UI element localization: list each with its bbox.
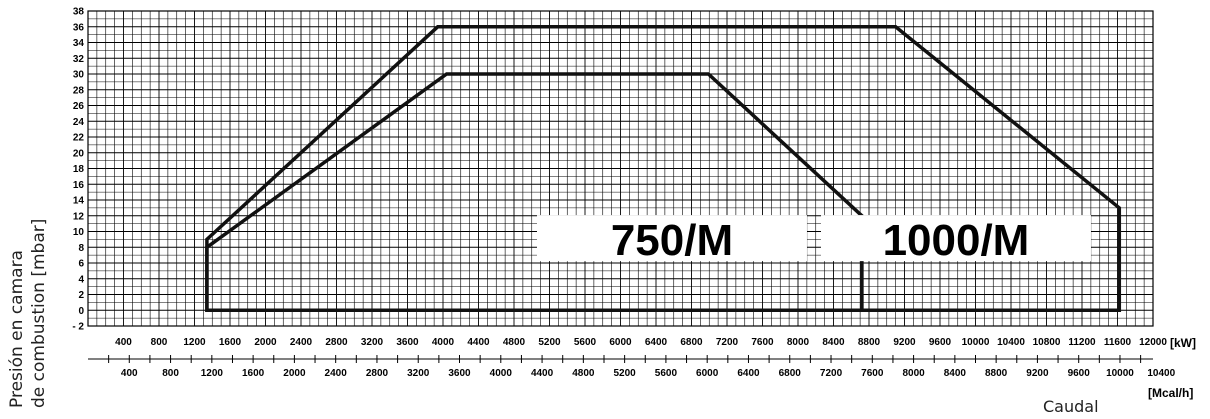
y-tick-label: - 2 [72,322,84,333]
series-layer [205,25,1122,313]
y-axis-label-line2: de combustion [mbar] [29,219,49,408]
series-label-bg [536,215,807,262]
x-tick-label-mcal: 9600 [1068,368,1091,379]
x-tick-label-kw: 11600 [1104,337,1132,348]
x-unit-mcal: [Mcal/h] [1148,386,1193,400]
y-tick-label: 34 [73,38,85,49]
x-tick-label-mcal: 4400 [531,368,554,379]
x-tick-label-kw: 9200 [893,337,916,348]
x-tick-label-mcal: 7600 [861,368,884,379]
y-tick-label: 22 [73,133,85,144]
x-tick-label-mcal: 400 [121,368,138,379]
x-tick-label-kw: 6800 [680,337,703,348]
y-axis-label-line1: Presión en camara [7,250,27,408]
x-tick-label-mcal: 5200 [614,368,637,379]
y-tick-label: 24 [73,117,85,128]
x-tick-label-kw: 3600 [396,337,419,348]
x-tick-label-kw: 6400 [645,337,668,348]
x-unit-kw: [kW] [1170,336,1196,350]
x-tick-label-kw: 9600 [929,337,952,348]
grid [87,10,1154,327]
y-tick-label: 12 [73,211,85,222]
x-tick-label-kw: 3200 [361,337,384,348]
x-tick-label-kw: 4000 [432,337,455,348]
x-tick-label-kw: 2000 [254,337,277,348]
x-tick-label-kw: 7600 [751,337,774,348]
x-tick-label-mcal: 2800 [366,368,389,379]
x-tick-label-kw: 8800 [858,337,881,348]
x-tick-label-mcal: 8000 [902,368,925,379]
y-tick-label: 38 [73,7,85,18]
y-tick-label: 8 [78,243,84,254]
x-tick-label-mcal: 1600 [242,368,265,379]
y-tick-label: 26 [73,101,85,112]
y-tick-label: 2 [78,290,84,301]
y-tick-label: 10 [73,227,85,238]
x-tick-label-kw: 4400 [467,337,490,348]
x-tick-label-kw: 2800 [325,337,348,348]
x-axis-kw: 400 800 1200 1600 2000 2400 2800 3200 3600 4000 44… [115,337,1167,348]
x-tick-label-kw: 10800 [1033,337,1061,348]
x-tick-label-kw: 800 [151,337,168,348]
x-tick-label-kw: 4800 [503,337,526,348]
y-tick-label: 14 [73,196,85,207]
x-tick-label-mcal: 8800 [985,368,1008,379]
y-tick-label: 36 [73,22,85,33]
x-tick-label-kw: 6000 [609,337,632,348]
x-tick-label-kw: 8400 [822,337,845,348]
series-label-1000-m: 1000/M [883,216,1030,265]
x-tick-label-mcal: 8400 [944,368,967,379]
plot-frame [87,10,1154,327]
y-tick-label: 16 [73,180,85,191]
x-tick-label-kw: 8000 [787,337,810,348]
x-tick-label-mcal: 10000 [1106,368,1134,379]
series-label-bg [820,215,1091,262]
x-tick-label-mcal: 3200 [407,368,430,379]
x-tick-label-kw: 400 [115,337,132,348]
x-tick-label-mcal: 6800 [779,368,802,379]
x-tick-label-mcal: 2000 [283,368,306,379]
x-tick-label-kw: 11200 [1068,337,1096,348]
series-label-750-m: 750/M [611,216,733,265]
x-tick-label-mcal: 4800 [572,368,595,379]
x-tick-label-kw: 12000 [1139,337,1167,348]
x-tick-label-mcal: 6400 [737,368,760,379]
x-tick-label-mcal: 1200 [201,368,224,379]
x-tick-label-kw: 5200 [538,337,561,348]
x-axis-mcal: 400 800 1200 1600 2000 2400 2800 3200 3600 4000 44… [88,355,1176,379]
y-tick-label: 30 [73,70,85,81]
x-tick-label-mcal: 6000 [696,368,719,379]
x-tick-label-kw: 10400 [997,337,1025,348]
y-tick-label: 20 [73,148,85,159]
x-tick-label-kw: 7200 [716,337,739,348]
x-tick-label-mcal: 7200 [820,368,843,379]
x-tick-label-mcal: 5600 [655,368,678,379]
x-tick-label-kw: 1200 [183,337,206,348]
x-tick-label-kw: 5600 [574,337,597,348]
x-tick-label-mcal: 800 [162,368,179,379]
x-tick-label-mcal: 2400 [325,368,348,379]
y-tick-label: 6 [78,259,84,270]
y-tick-label: 0 [78,306,84,317]
x-tick-label-kw: 10000 [962,337,990,348]
x-tick-label-mcal: 9200 [1026,368,1049,379]
y-tick-label: 18 [73,164,85,175]
x-tick-label-mcal: 10400 [1147,368,1175,379]
x-axis-label: Caudal [1043,397,1099,416]
y-tick-label: 32 [73,54,85,65]
x-tick-label-kw: 2400 [290,337,313,348]
x-tick-label-kw: 1600 [219,337,242,348]
series-label-layer: 750/M 1000/M [536,215,1091,265]
x-tick-label-mcal: 3600 [448,368,471,379]
series-outline-1000-m [205,25,1122,313]
x-tick-label-mcal: 4000 [490,368,513,379]
y-tick-label: 4 [78,274,84,285]
y-tick-label: 28 [73,85,85,96]
